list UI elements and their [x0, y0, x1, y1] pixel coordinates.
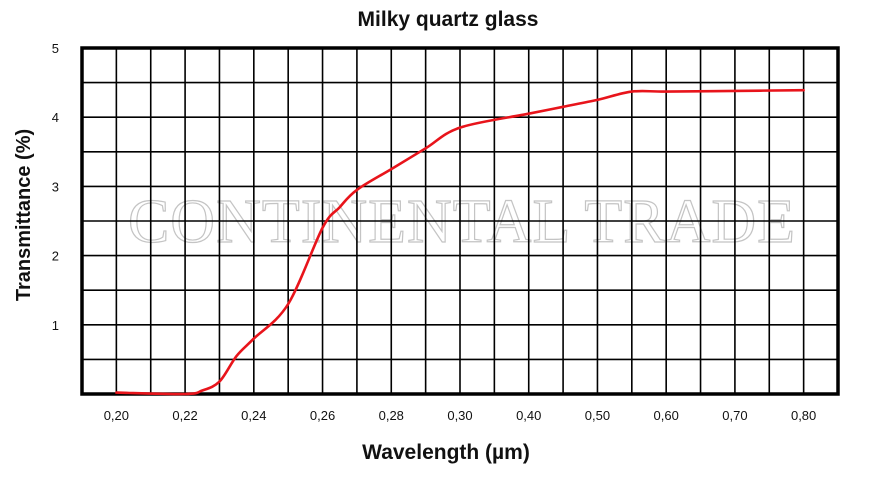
x-tick-label: 0,30 [447, 408, 472, 423]
grid-lines [82, 48, 838, 394]
y-axis-label: Transmittance (%) [13, 129, 35, 301]
chart-title: Milky quartz glass [357, 8, 539, 31]
watermark-text: CONTINENTAL TRADE [128, 188, 796, 256]
plot-frame [80, 46, 840, 396]
y-tick-label: 1 [52, 318, 59, 333]
x-tick-label: 0,28 [379, 408, 404, 423]
y-tick-label: 5 [52, 41, 59, 56]
transmittance-line [115, 88, 805, 396]
y-tick-label: 3 [52, 179, 59, 194]
x-tick-label: 0,80 [791, 408, 816, 423]
tick-labels: 0,20 0,22 0,24 0,26 0,28 0,30 0,40 0,50 0,60 0,70… [52, 41, 817, 423]
x-axis-label: Wavelength (µm) [362, 441, 530, 464]
x-tick-label: 0,70 [722, 408, 747, 423]
x-tick-label: 0,60 [654, 408, 679, 423]
x-tick-label: 0,20 [104, 408, 129, 423]
x-tick-label: 0,24 [241, 408, 266, 423]
x-tick-label: 0,26 [310, 408, 335, 423]
x-tick-label: 0,22 [172, 408, 197, 423]
y-tick-label: 2 [52, 249, 59, 264]
y-tick-label: 4 [52, 110, 59, 125]
x-tick-label: 0,50 [585, 408, 610, 423]
x-tick-label: 0,40 [516, 408, 541, 423]
